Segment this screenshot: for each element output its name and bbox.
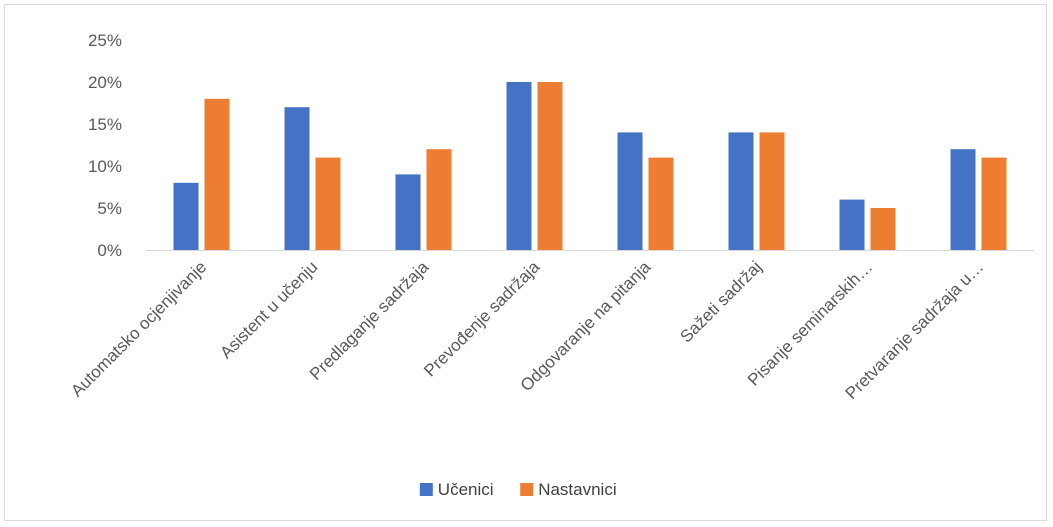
bar-nastavnici (315, 157, 341, 250)
bar-nastavnici (426, 149, 452, 250)
bar-ucenici (728, 132, 754, 250)
bar-nastavnici (870, 208, 896, 250)
x-tick-label: Automatsko ocjenjivanje (67, 257, 210, 400)
x-tick-label: Prevođenje sadržaja (420, 257, 543, 380)
y-tick-label: 20% (88, 73, 122, 92)
bar-ucenici (395, 174, 421, 250)
bar-nastavnici (759, 132, 785, 250)
y-tick-label: 10% (88, 157, 122, 176)
legend: Učenici Nastavnici (419, 480, 617, 499)
legend-label: Učenici (438, 480, 494, 499)
legend-label: Nastavnici (538, 480, 616, 499)
y-tick-label: 25% (88, 31, 122, 50)
x-axis-labels: Automatsko ocjenjivanje Asistent u učenju… (67, 257, 987, 403)
x-tick-label: Asistent u učenju (216, 257, 321, 362)
y-tick-label: 0% (97, 241, 122, 260)
bar-nastavnici (981, 157, 1007, 250)
legend-item: Učenici (419, 480, 494, 499)
x-tick-label: Sažeti sadržaj (676, 257, 765, 346)
y-tick-label: 15% (88, 115, 122, 134)
legend-swatch (520, 483, 534, 496)
x-tick-label: Pisanje seminarskih… (744, 257, 876, 389)
y-tick-label: 5% (97, 199, 122, 218)
y-axis-ticks: 0% 5% 10% 15% 20% 25% (88, 31, 122, 260)
x-tick-label: Odgovaranje na pitanja (517, 257, 655, 395)
bar-nastavnici (204, 98, 230, 250)
bar-nastavnici (537, 82, 563, 250)
legend-swatch (419, 483, 433, 496)
bar-ucenici (506, 82, 532, 250)
legend-item: Nastavnici (520, 480, 617, 499)
bar-nastavnici (648, 157, 674, 250)
bar-ucenici (617, 132, 643, 250)
bars (173, 82, 1007, 250)
bar-ucenici (173, 182, 199, 250)
bar-ucenici (284, 107, 310, 250)
bar-ucenici (839, 199, 865, 250)
x-tick-label: Predlaganje sadržaja (306, 257, 433, 384)
bar-ucenici (950, 149, 976, 250)
